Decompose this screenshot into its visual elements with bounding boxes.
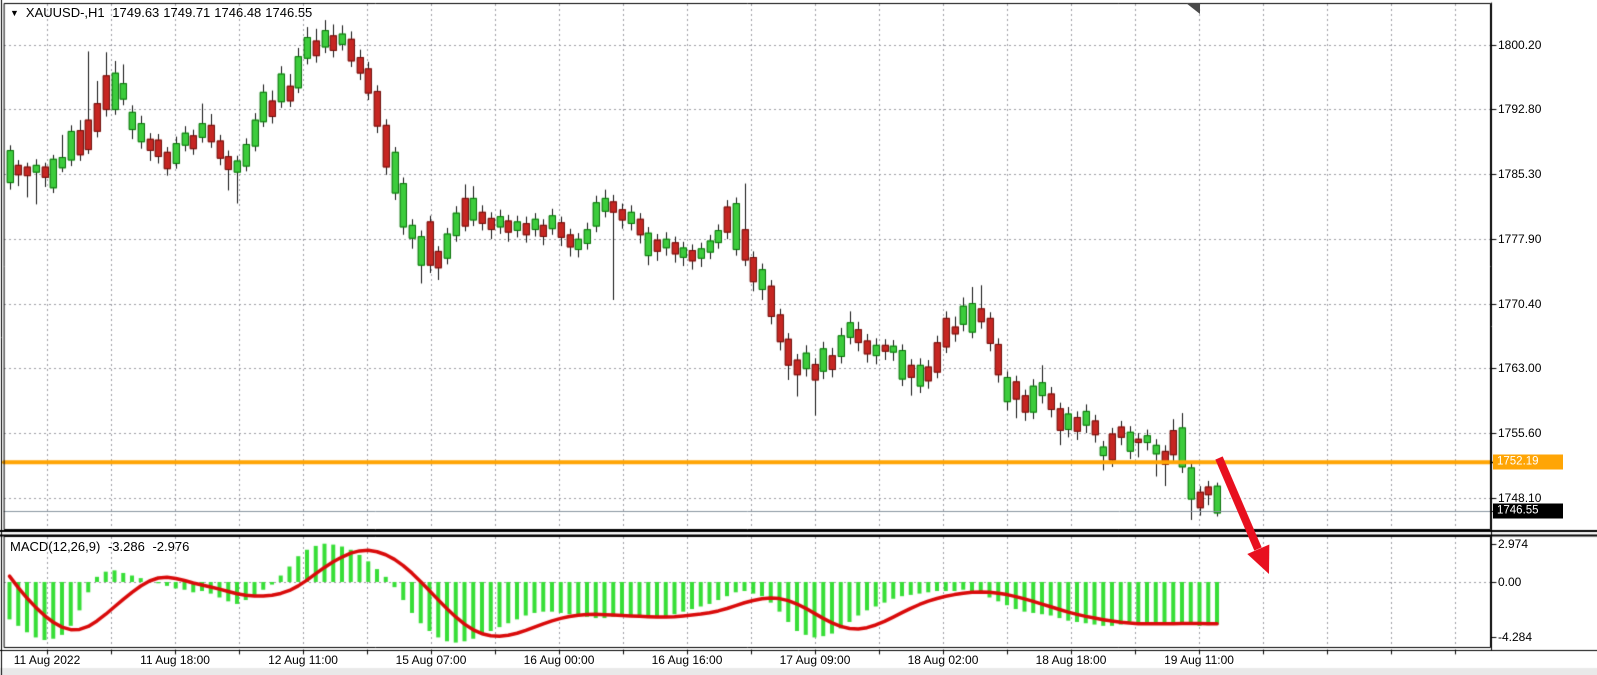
time-axis-label: 16 Aug 00:00 [523,653,595,667]
indicator-name: MACD(12,26,9) [10,539,101,554]
current-price-tag: 1746.55 [1493,503,1563,519]
time-axis-label: 19 Aug 11:00 [1164,653,1234,667]
chart-shift-marker-icon[interactable] [1186,3,1200,14]
time-axis-label: 12 Aug 11:00 [268,653,338,667]
price-axis-label: 1792.80 [1498,102,1542,117]
quote-close: 1746.55 [265,5,313,20]
quote-open: 1749.63 [112,5,160,20]
time-axis-label: 11 Aug 2022 [13,653,81,667]
price-axis-label: 1800.20 [1498,37,1542,52]
price-axis-label: 1748.10 [1498,490,1542,505]
indicator-label: MACD(12,26,9) -3.286 -2.976 [10,539,193,554]
quote-high: 1749.71 [163,5,211,20]
time-axis-label: 11 Aug 18:00 [140,653,210,667]
macd-axis-label: 0.00 [1498,574,1522,589]
symbol-period-label: XAUUSD-,H1 [25,5,105,20]
time-axis-label: 18 Aug 18:00 [1035,653,1107,667]
price-axis-label: 1770.40 [1498,296,1542,311]
price-axis-label: 1755.60 [1498,425,1542,440]
price-axis-label: 1785.30 [1498,167,1542,182]
time-axis-label: 17 Aug 09:00 [779,653,851,667]
time-axis-label: 16 Aug 16:00 [651,653,723,667]
symbol-dropdown-icon[interactable]: ▼ [10,8,19,18]
hline-price-tag: 1752.19 [1493,454,1563,470]
indicator-main-value: -3.286 [107,539,145,554]
macd-axis-label: 2.974 [1498,536,1529,551]
price-axis-label: 1763.00 [1498,361,1542,376]
indicator-signal-value: -2.976 [152,539,190,554]
quote-low: 1746.48 [214,5,262,20]
price-axis-label: 1777.90 [1498,231,1542,246]
time-axis-label: 15 Aug 07:00 [395,653,467,667]
symbol-header: ▼ XAUUSD-,H1 1749.63 1749.71 1746.48 1746.55 [10,5,316,20]
time-axis-label: 18 Aug 02:00 [907,653,979,667]
macd-axis-label: -4.284 [1498,630,1533,645]
